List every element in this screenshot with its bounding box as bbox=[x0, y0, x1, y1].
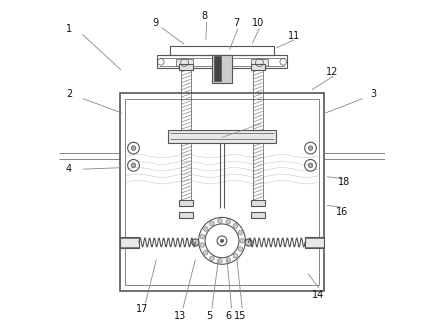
Circle shape bbox=[308, 146, 313, 150]
Bar bbox=[214, 56, 222, 81]
Bar bbox=[119, 93, 325, 291]
Bar bbox=[179, 201, 194, 207]
Text: 14: 14 bbox=[312, 290, 324, 299]
Text: 3: 3 bbox=[370, 89, 377, 99]
Text: 18: 18 bbox=[338, 177, 350, 187]
Bar bbox=[157, 55, 287, 68]
Circle shape bbox=[210, 256, 214, 261]
Circle shape bbox=[203, 227, 208, 231]
Text: 16: 16 bbox=[336, 207, 349, 216]
Bar bbox=[119, 237, 139, 248]
Bar bbox=[250, 64, 265, 70]
Text: 11: 11 bbox=[287, 31, 300, 41]
Bar bbox=[125, 99, 319, 286]
Circle shape bbox=[200, 234, 205, 239]
Text: 6: 6 bbox=[226, 311, 232, 321]
Text: 2: 2 bbox=[66, 89, 72, 99]
Bar bbox=[305, 237, 325, 248]
Bar bbox=[170, 45, 274, 55]
Circle shape bbox=[238, 230, 243, 235]
Circle shape bbox=[245, 239, 252, 246]
Circle shape bbox=[131, 146, 136, 150]
Bar bbox=[250, 201, 265, 207]
Text: 1: 1 bbox=[66, 24, 72, 34]
Text: 13: 13 bbox=[174, 311, 186, 321]
Text: 17: 17 bbox=[136, 304, 148, 314]
Text: 8: 8 bbox=[201, 11, 207, 21]
Circle shape bbox=[203, 250, 208, 255]
Bar bbox=[168, 129, 276, 142]
Circle shape bbox=[308, 163, 313, 168]
Circle shape bbox=[218, 218, 222, 223]
Circle shape bbox=[200, 243, 205, 247]
Circle shape bbox=[233, 254, 238, 258]
Circle shape bbox=[210, 221, 214, 226]
Circle shape bbox=[238, 247, 243, 251]
Text: 15: 15 bbox=[234, 311, 246, 321]
Bar bbox=[250, 212, 265, 218]
Bar bbox=[212, 55, 232, 83]
Circle shape bbox=[233, 223, 238, 228]
Circle shape bbox=[226, 219, 230, 224]
Text: 7: 7 bbox=[234, 18, 240, 28]
Text: 10: 10 bbox=[252, 18, 264, 28]
Bar bbox=[250, 136, 265, 142]
Bar bbox=[251, 59, 268, 66]
Bar bbox=[179, 64, 194, 70]
Text: 12: 12 bbox=[326, 67, 339, 77]
Circle shape bbox=[220, 239, 224, 242]
Circle shape bbox=[192, 239, 199, 246]
Circle shape bbox=[131, 163, 136, 168]
Circle shape bbox=[240, 239, 245, 243]
Bar bbox=[179, 136, 194, 142]
Bar bbox=[176, 59, 193, 66]
Text: 5: 5 bbox=[206, 311, 212, 321]
Circle shape bbox=[226, 258, 230, 262]
Text: 4: 4 bbox=[66, 164, 72, 174]
Bar bbox=[179, 212, 194, 218]
Circle shape bbox=[218, 259, 222, 263]
Text: 9: 9 bbox=[152, 18, 159, 28]
